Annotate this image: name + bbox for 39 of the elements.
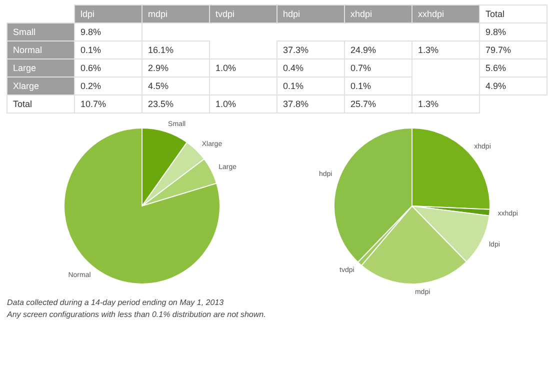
category-label: Xlarge xyxy=(13,81,40,91)
category-label: hdpi xyxy=(283,9,300,19)
text: 1.0% xyxy=(216,63,236,73)
text: 0.6% xyxy=(80,63,102,73)
text: 1.3% xyxy=(418,45,439,55)
text: 9.8% xyxy=(80,27,102,37)
category-label: ldpi xyxy=(80,9,95,19)
category-label: xhdpi xyxy=(350,9,372,19)
text: 0.7% xyxy=(350,63,372,73)
category-label: Total xyxy=(13,99,32,109)
text: 9.8% xyxy=(486,27,506,37)
text: 1.3% xyxy=(418,99,439,109)
text: 0.1% xyxy=(283,81,304,91)
text: 10.7% xyxy=(80,99,106,109)
text: 0.4% xyxy=(283,63,304,73)
text: 4.5% xyxy=(148,81,169,91)
text: 37.8% xyxy=(283,99,309,109)
category-label: Total xyxy=(486,9,505,19)
text: 79.7% xyxy=(486,45,512,55)
text: Data collected during a 14-day period ending on May 1, 2013 xyxy=(7,298,224,307)
text: 24.9% xyxy=(350,45,376,55)
category-label: mdpi xyxy=(148,9,168,19)
text: 23.5% xyxy=(148,99,174,109)
text: 2.9% xyxy=(148,63,169,73)
text: 16.1% xyxy=(148,45,174,55)
text: 37.3% xyxy=(283,45,309,55)
category-label: Normal xyxy=(13,45,42,55)
text: 0.1% xyxy=(350,81,372,91)
category-label: xxhdpi xyxy=(418,9,444,19)
category-label: tvdpi xyxy=(216,9,235,19)
category-label: Large xyxy=(13,63,36,73)
text: 4.9% xyxy=(486,81,506,91)
text: 25.7% xyxy=(350,99,376,109)
text: 0.2% xyxy=(80,81,102,91)
text: 5.6% xyxy=(486,63,506,73)
text: 1.0% xyxy=(216,99,236,109)
category-label: Small xyxy=(13,27,36,37)
text: 0.1% xyxy=(80,45,102,55)
text: Any screen configurations with less than 0.1% distribution are not shown. xyxy=(6,310,266,319)
